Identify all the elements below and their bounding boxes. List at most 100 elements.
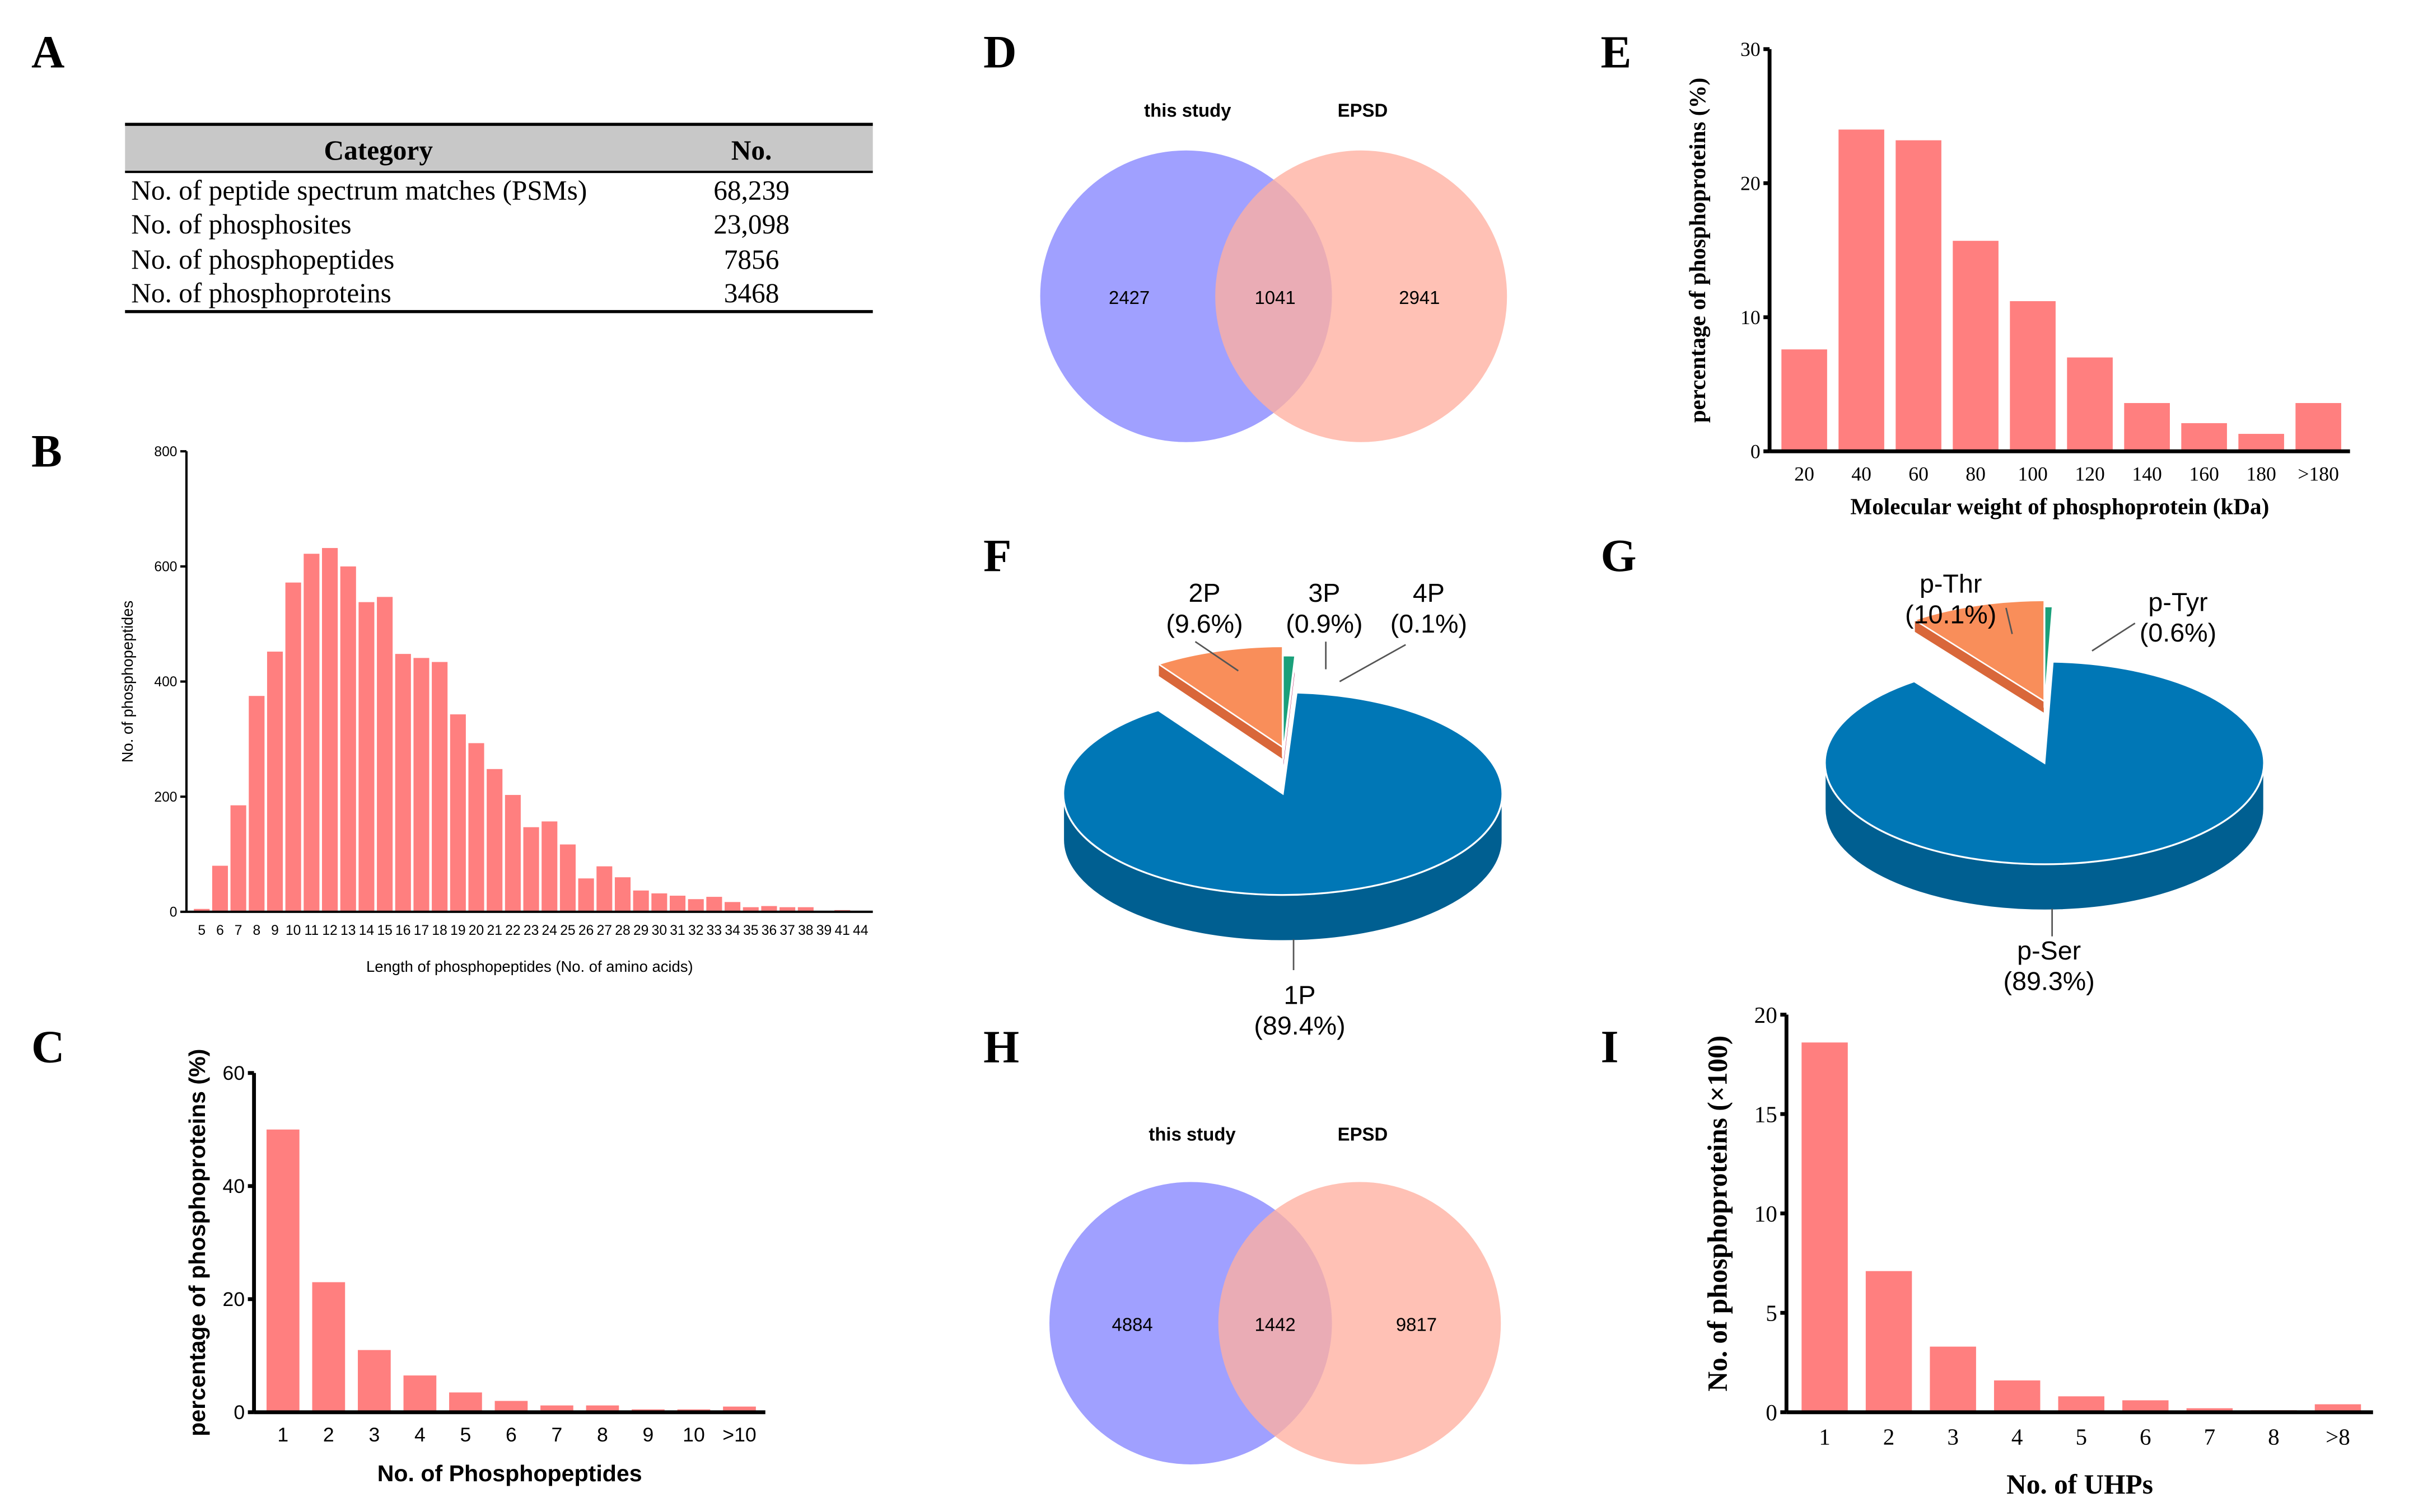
x-tick-label: 7 xyxy=(235,923,242,938)
pie-slice-percent: (89.3%) xyxy=(2004,967,2095,996)
x-tick-label: 9 xyxy=(643,1424,654,1446)
bar xyxy=(725,902,741,912)
bar xyxy=(614,877,631,912)
pie-slice-label: 3P xyxy=(1308,578,1340,607)
bar-chart-b: 5 6 7 8 9 10 11 12 13 14 15 16 17 18 19 20 21 22 23 24 25 26 2… xyxy=(119,444,873,975)
x-tick-label: 29 xyxy=(633,923,648,938)
bar xyxy=(2067,357,2113,452)
table-cell: No. of phosphopeptides xyxy=(131,244,394,275)
x-tick-label: 5 xyxy=(2075,1424,2087,1449)
bar xyxy=(377,597,393,912)
x-tick-label: 32 xyxy=(688,923,703,938)
y-tick-label: 5 xyxy=(1766,1300,1777,1326)
x-tick-label: 6 xyxy=(216,923,224,938)
x-tick-label: 17 xyxy=(414,923,429,938)
panel-label-f: F xyxy=(983,530,1011,581)
x-tick-label: 160 xyxy=(2189,462,2219,485)
charts-layer: 5 6 7 8 9 10 11 12 13 14 15 16 17 18 19 20 21 22 23 24 25 26 2… xyxy=(119,38,2373,1500)
pie-slice-label: p-Ser xyxy=(2017,936,2081,965)
bar xyxy=(2181,423,2227,452)
y-tick-label: 0 xyxy=(1750,441,1761,463)
venn-diagram-h: this study EPSD 4884 1442 9817 xyxy=(1049,1124,1501,1464)
y-tick-label: 400 xyxy=(154,675,177,690)
table-cell: 3468 xyxy=(724,278,779,308)
x-tick-label: 20 xyxy=(469,923,484,938)
bar xyxy=(1930,1346,1976,1412)
x-tick-label: 8 xyxy=(597,1424,608,1446)
bar xyxy=(413,658,429,912)
pie-slice-percent: (89.4%) xyxy=(1254,1011,1345,1040)
x-tick-label: 35 xyxy=(743,923,758,938)
x-tick-label: 10 xyxy=(286,923,301,938)
x-tick-label: 14 xyxy=(359,923,374,938)
x-tick-label: 24 xyxy=(542,923,557,938)
bar xyxy=(723,1406,756,1412)
table-cell: 7856 xyxy=(724,244,779,275)
bar xyxy=(688,899,704,912)
bar xyxy=(432,662,448,912)
panel-label-a: A xyxy=(31,27,64,78)
x-tick-label: 30 xyxy=(652,923,667,938)
bar xyxy=(541,821,558,912)
y-tick-label: 30 xyxy=(1740,38,1761,60)
pie-slice-side xyxy=(1282,662,1296,775)
pie-slice xyxy=(1912,599,2046,704)
x-tick-label: 4 xyxy=(2011,1424,2023,1449)
x-tick-label: 1 xyxy=(277,1424,288,1446)
y-axis-label: No. of phosphopeptides xyxy=(119,601,136,763)
table-cell: 23,098 xyxy=(713,209,790,240)
pie-slice-percent: (0.9%) xyxy=(1286,609,1362,638)
bar xyxy=(403,1375,437,1412)
bar xyxy=(468,743,484,912)
venn-right-circle xyxy=(1218,1182,1501,1464)
x-axis-label: Length of phosphopeptides (No. of amino … xyxy=(366,958,693,975)
y-tick-label: 10 xyxy=(1754,1201,1777,1227)
pie-chart-f: 1P(89.4%) 2P(9.6%) 3P(0.9%) 4P(0.1%) xyxy=(1062,578,1504,1040)
x-tick-label: 60 xyxy=(1908,462,1929,485)
bar xyxy=(450,714,466,912)
bar xyxy=(340,566,356,912)
panel-label-g: G xyxy=(1600,530,1636,581)
y-tick-label: 0 xyxy=(234,1401,245,1424)
x-tick-label: 10 xyxy=(683,1424,705,1446)
x-tick-label: 22 xyxy=(505,923,520,938)
bar xyxy=(312,1282,346,1412)
table-header-number: No. xyxy=(731,135,772,166)
x-tick-label: 2 xyxy=(1883,1424,1895,1449)
panel-label-d: D xyxy=(983,27,1016,78)
bar xyxy=(2186,1408,2233,1412)
x-tick-label: 20 xyxy=(1794,462,1814,485)
x-tick-label: 180 xyxy=(2246,462,2276,485)
x-tick-label: 6 xyxy=(2140,1424,2151,1449)
pie-slice xyxy=(1824,661,2265,865)
x-tick-label: 2 xyxy=(323,1424,334,1446)
x-tick-label: 6 xyxy=(506,1424,517,1446)
bar-chart-e: 20 40 60 80 100 120 140 160 180 >180 0 10 20 30 Molecu… xyxy=(1684,38,2350,520)
x-tick-label: 9 xyxy=(271,923,279,938)
venn-right-count: 9817 xyxy=(1396,1314,1437,1335)
x-tick-label: 4 xyxy=(414,1424,426,1446)
pie-slice-percent: (9.6%) xyxy=(1166,609,1243,638)
y-axis-label: No. of phosphoproteins (×100) xyxy=(1702,1036,1733,1392)
x-tick-label: 15 xyxy=(377,923,392,938)
pie-slice-percent: (10.1%) xyxy=(1905,600,1996,629)
panel-label-c: C xyxy=(31,1022,64,1073)
pie-slice xyxy=(2043,605,2054,708)
venn-right-circle xyxy=(1215,150,1507,442)
bar xyxy=(1838,129,1884,452)
x-tick-label: 5 xyxy=(460,1424,471,1446)
table-cell: 68,239 xyxy=(713,175,790,205)
y-tick-label: 10 xyxy=(1740,306,1761,329)
bar xyxy=(2295,402,2341,452)
y-axis-label: percentage of phosphoproteins (%) xyxy=(184,1049,210,1436)
x-axis-label: No. of Phosphopeptides xyxy=(377,1460,642,1486)
bar xyxy=(2238,434,2284,452)
bar xyxy=(1781,349,1827,452)
bar xyxy=(578,878,594,912)
bar xyxy=(505,795,521,912)
x-tick-label: 40 xyxy=(1851,462,1871,485)
pie-leader-line xyxy=(2091,622,2136,652)
venn-left-label: this study xyxy=(1144,100,1231,120)
x-tick-label: 27 xyxy=(597,923,612,938)
